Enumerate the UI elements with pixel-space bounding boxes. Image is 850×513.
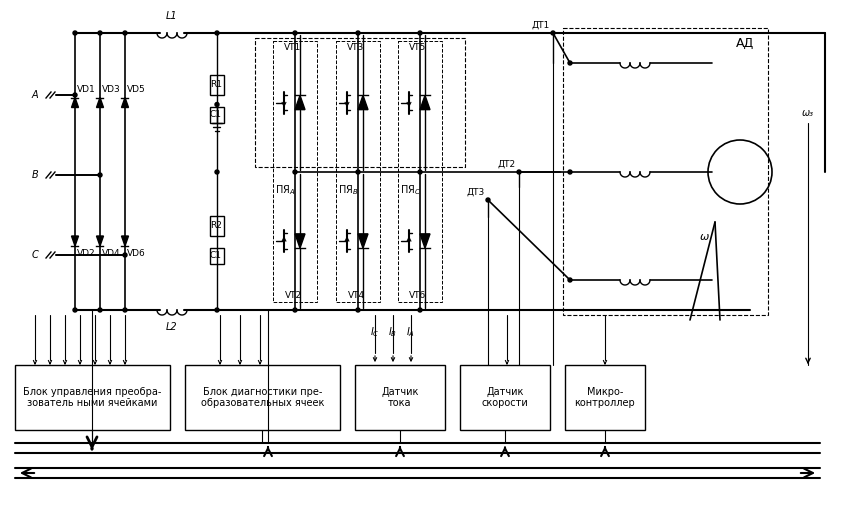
Text: VD3: VD3 (102, 85, 121, 94)
Circle shape (517, 170, 521, 174)
Text: Датчик
тока: Датчик тока (382, 387, 419, 408)
Text: ДТ3: ДТ3 (467, 187, 485, 196)
Bar (255, 38, 465, 167)
Text: C: C (31, 250, 38, 260)
Circle shape (551, 31, 555, 35)
Text: ПЯ$_C$: ПЯ$_C$ (400, 183, 421, 197)
Text: VD6: VD6 (127, 249, 145, 259)
Text: ω₃: ω₃ (802, 108, 814, 118)
Circle shape (98, 31, 102, 35)
Text: R1: R1 (210, 80, 222, 89)
Text: L1: L1 (167, 11, 178, 21)
Circle shape (98, 308, 102, 312)
Polygon shape (358, 95, 368, 110)
Circle shape (418, 31, 422, 35)
Circle shape (215, 308, 219, 312)
Circle shape (356, 170, 360, 174)
Text: VT1: VT1 (285, 44, 302, 52)
Bar (210, 248, 224, 264)
Circle shape (215, 31, 219, 35)
Text: ДТ2: ДТ2 (498, 160, 516, 168)
Text: Блок диагностики пре-
образовательных ячеек: Блок диагностики пре- образовательных яч… (201, 387, 324, 408)
Circle shape (293, 170, 297, 174)
Text: VT6: VT6 (410, 290, 427, 300)
Polygon shape (358, 234, 368, 248)
Bar (210, 107, 224, 123)
Circle shape (73, 31, 77, 35)
Text: VT4: VT4 (348, 290, 365, 300)
Text: A: A (31, 90, 38, 100)
Circle shape (486, 198, 490, 202)
Text: $I_B$: $I_B$ (388, 325, 398, 339)
Circle shape (418, 170, 422, 174)
Text: Блок управления преобра-
зователь ными ячейками: Блок управления преобра- зователь ными я… (23, 387, 162, 408)
Bar (15, 365, 170, 430)
Text: C1: C1 (210, 251, 222, 261)
Text: L2: L2 (167, 322, 178, 332)
Text: B: B (31, 170, 38, 180)
Text: $I_A$: $I_A$ (406, 325, 416, 339)
Bar (185, 365, 340, 430)
Text: Микро-
контроллер: Микро- контроллер (575, 387, 635, 408)
Circle shape (215, 103, 219, 107)
Circle shape (123, 308, 127, 312)
Circle shape (98, 173, 102, 177)
Text: VT3: VT3 (348, 44, 365, 52)
Bar (336, 41, 380, 302)
Text: C1: C1 (210, 110, 222, 119)
Bar (563, 28, 768, 315)
Bar (210, 216, 224, 236)
Text: VT5: VT5 (410, 44, 427, 52)
Text: VT2: VT2 (285, 290, 302, 300)
Circle shape (568, 170, 572, 174)
Circle shape (215, 170, 219, 174)
Bar (210, 74, 224, 94)
Text: ω: ω (700, 232, 710, 242)
Text: Датчик
скорости: Датчик скорости (482, 387, 529, 408)
Text: ПЯ$_B$: ПЯ$_B$ (337, 183, 358, 197)
Circle shape (123, 253, 127, 257)
Text: VD5: VD5 (127, 85, 145, 94)
Text: VD1: VD1 (77, 85, 96, 94)
Circle shape (356, 31, 360, 35)
Text: VD2: VD2 (77, 249, 95, 259)
Text: АД: АД (736, 36, 754, 49)
Polygon shape (71, 97, 78, 108)
Circle shape (293, 31, 297, 35)
Polygon shape (295, 234, 305, 248)
Circle shape (73, 93, 77, 97)
Polygon shape (97, 236, 104, 246)
Circle shape (73, 308, 77, 312)
Text: R2: R2 (210, 222, 222, 230)
Circle shape (568, 61, 572, 65)
Polygon shape (420, 234, 430, 248)
Circle shape (568, 278, 572, 282)
Bar (355, 365, 445, 430)
Bar (273, 41, 317, 302)
Polygon shape (71, 236, 78, 246)
Polygon shape (122, 236, 128, 246)
Text: $I_C$: $I_C$ (371, 325, 380, 339)
Circle shape (356, 308, 360, 312)
Bar (460, 365, 550, 430)
Bar (565, 365, 645, 430)
Text: ПЯ$_A$: ПЯ$_A$ (275, 183, 295, 197)
Circle shape (293, 308, 297, 312)
Polygon shape (97, 97, 104, 108)
Polygon shape (122, 97, 128, 108)
Polygon shape (420, 95, 430, 110)
Text: VD4: VD4 (102, 249, 121, 259)
Text: ДТ1: ДТ1 (532, 21, 550, 30)
Circle shape (123, 31, 127, 35)
Circle shape (418, 308, 422, 312)
Bar (398, 41, 442, 302)
Polygon shape (295, 95, 305, 110)
